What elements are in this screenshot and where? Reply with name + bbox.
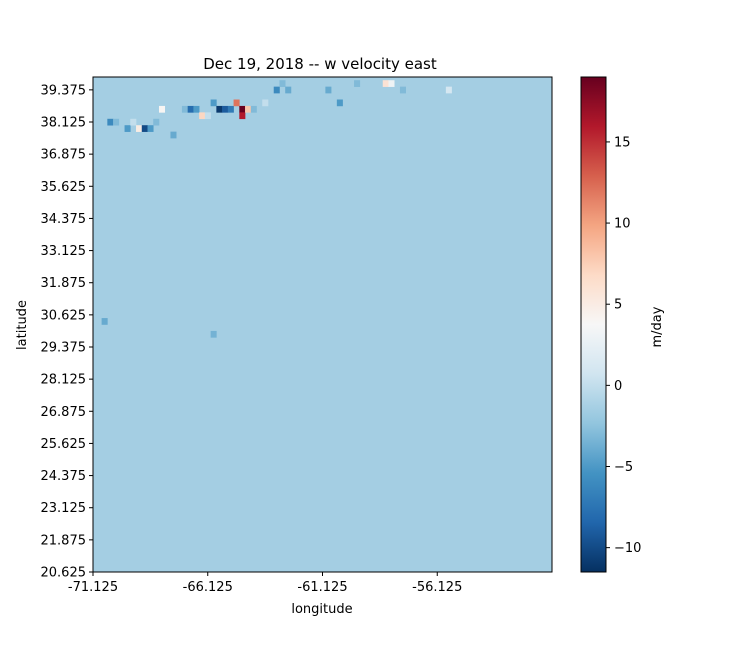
heatmap-cell xyxy=(181,105,188,113)
y-tick-label: 29.375 xyxy=(41,341,87,356)
colorbar-tick-label: 10 xyxy=(614,217,631,232)
heatmap-cell xyxy=(445,86,452,94)
y-axis-label: latitude xyxy=(15,300,30,350)
y-tick-label: 39.375 xyxy=(41,83,87,98)
heatmap-cell xyxy=(227,105,234,113)
y-tick-label: 33.125 xyxy=(41,244,87,259)
heatmap-cell xyxy=(158,105,166,113)
colorbar-tick-label: 5 xyxy=(614,298,622,313)
colorbar xyxy=(580,76,607,573)
heatmap-cell xyxy=(113,118,120,126)
heatmap-cell xyxy=(101,318,108,325)
heatmap-cell xyxy=(245,105,252,113)
heatmap-background xyxy=(93,77,552,572)
y-tick-label: 36.875 xyxy=(41,148,87,163)
y-tick-label: 23.125 xyxy=(41,501,87,516)
heatmap-cell xyxy=(233,99,240,107)
heatmap-cell xyxy=(336,99,343,107)
y-tick-label: 21.875 xyxy=(41,533,87,548)
heatmap-cell xyxy=(354,80,361,87)
colorbar-tick-label: −10 xyxy=(614,541,641,556)
heatmap-cell xyxy=(170,131,177,139)
colorbar-tick-label: 0 xyxy=(614,379,622,394)
colorbar-ticks: −10 −5 0 5 10 15 xyxy=(606,135,641,556)
heatmap-cell xyxy=(187,105,194,113)
heatmap-cell xyxy=(222,105,229,113)
heatmap-cell xyxy=(147,125,154,132)
y-tick-label: 20.625 xyxy=(41,566,87,581)
y-tick-label: 31.875 xyxy=(41,276,87,291)
heatmap-cell xyxy=(199,112,206,120)
y-tick-label: 35.625 xyxy=(41,180,87,195)
heatmap-cell xyxy=(285,86,292,94)
heatmap-cell xyxy=(136,125,143,132)
y-axis: 20.625 21.875 23.125 24.375 25.625 26.875 28.1… xyxy=(41,83,93,581)
heatmap-cell xyxy=(210,99,217,107)
heatmap-cell xyxy=(325,86,332,94)
x-tick-label: -71.125 xyxy=(68,580,118,595)
heatmap-cell xyxy=(153,118,160,126)
y-tick-label: 26.875 xyxy=(41,405,87,420)
chart-title: Dec 19, 2018 -- w velocity east xyxy=(203,55,437,73)
heatmap-cell xyxy=(388,80,395,87)
heatmap-cell xyxy=(107,118,114,126)
x-axis: -71.125 -66.125 -61.125 -56.125 xyxy=(68,572,462,595)
heatmap-cell xyxy=(399,86,406,94)
y-tick-label: 25.625 xyxy=(41,437,87,452)
heatmap-cell xyxy=(279,80,286,87)
heatmap-cell xyxy=(210,330,217,338)
heatmap-cell xyxy=(273,86,280,94)
heatmap-cell xyxy=(239,105,246,113)
heatmap-cell xyxy=(204,112,211,120)
x-tick-label: -66.125 xyxy=(183,580,233,595)
heatmap-cell xyxy=(250,105,257,113)
heatmap-cell xyxy=(141,125,148,132)
heatmap-cell xyxy=(130,118,137,126)
heatmap-cell xyxy=(124,125,131,132)
x-tick-label: -61.125 xyxy=(297,580,347,595)
x-tick-label: -56.125 xyxy=(412,580,462,595)
heatmap-cell xyxy=(239,112,246,120)
heatmap-cell xyxy=(262,99,269,107)
heatmap-cell xyxy=(382,80,389,87)
heatmap-cell xyxy=(193,105,200,113)
colorbar-tick-label: 15 xyxy=(614,135,631,150)
y-tick-label: 28.125 xyxy=(41,373,87,388)
colorbar-tick-label: −5 xyxy=(614,460,633,475)
y-tick-label: 38.125 xyxy=(41,116,87,131)
heatmap-cells xyxy=(93,77,552,572)
x-axis-label: longitude xyxy=(291,602,352,617)
y-tick-label: 34.375 xyxy=(41,212,87,227)
colorbar-label: m/day xyxy=(650,306,665,347)
y-tick-label: 30.625 xyxy=(41,308,87,323)
heatmap-cell xyxy=(216,105,223,113)
y-tick-label: 24.375 xyxy=(41,469,87,484)
